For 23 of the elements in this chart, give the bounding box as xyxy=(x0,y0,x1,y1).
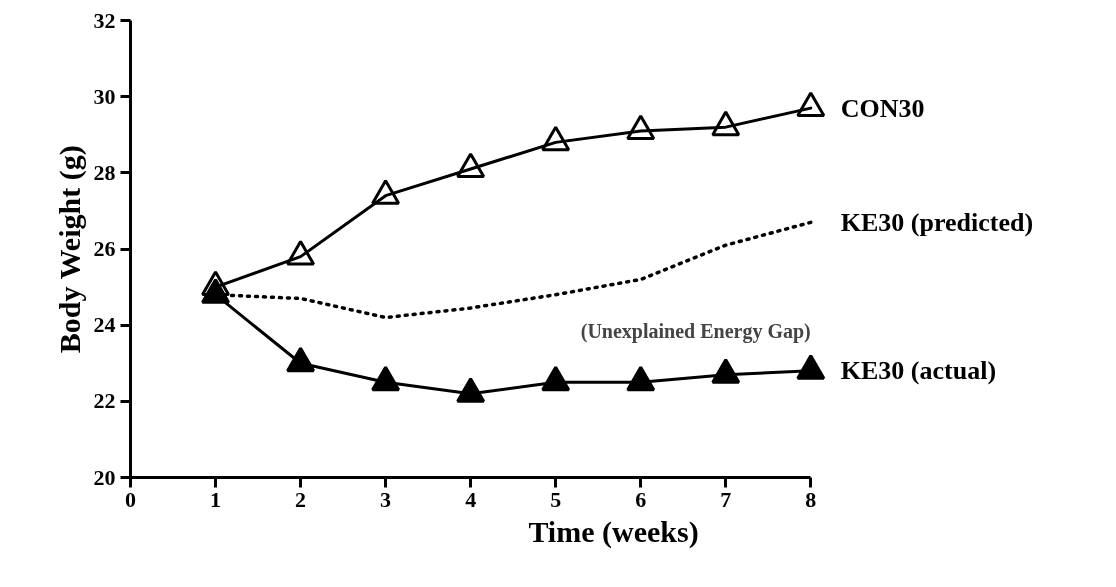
y-tick-label: 30 xyxy=(93,83,116,109)
x-tick-label: 1 xyxy=(210,486,222,512)
y-tick-label: 20 xyxy=(93,464,116,490)
y-tick-label: 24 xyxy=(93,312,116,338)
x-tick-label: 0 xyxy=(125,486,136,512)
y-tick-label: 28 xyxy=(93,159,116,185)
series-label: CON30 xyxy=(840,93,925,123)
x-axis-title: Time (weeks) xyxy=(528,514,699,549)
y-tick-label: 32 xyxy=(93,7,116,33)
x-tick-label: 2 xyxy=(295,486,307,512)
y-axis-title: Body Weight (g) xyxy=(52,145,87,354)
x-tick-label: 8 xyxy=(805,486,817,512)
x-tick-label: 3 xyxy=(380,486,392,512)
y-tick-label: 22 xyxy=(93,388,116,414)
x-tick-label: 7 xyxy=(720,486,732,512)
series-label: KE30 (predicted) xyxy=(840,207,1034,237)
y-tick-label: 26 xyxy=(93,236,116,261)
x-tick-label: 5 xyxy=(550,486,562,512)
annotation: (Unexplained Energy Gap) xyxy=(580,319,811,343)
point xyxy=(796,354,826,380)
x-tick-label: 4 xyxy=(465,486,477,512)
x-tick-label: 6 xyxy=(635,486,647,512)
series-label: KE30 (actual) xyxy=(840,356,997,386)
